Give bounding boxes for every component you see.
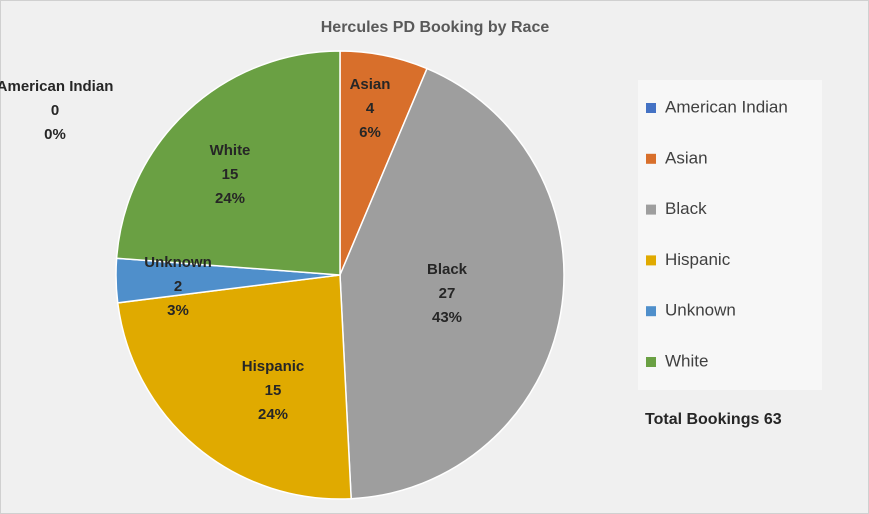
data-label-percent: 24% bbox=[258, 406, 288, 423]
data-label-name: Unknown bbox=[144, 254, 212, 271]
chart-title: Hercules PD Booking by Race bbox=[321, 19, 550, 36]
legend-swatch bbox=[646, 357, 656, 367]
pie-slice bbox=[115, 50, 341, 276]
data-label-value: 27 bbox=[439, 285, 456, 302]
data-label-percent: 24% bbox=[215, 190, 245, 207]
legend-label: Hispanic bbox=[665, 250, 731, 269]
data-label-value: 15 bbox=[265, 382, 282, 399]
data-label-name: Hispanic bbox=[242, 358, 305, 375]
legend-label: Asian bbox=[665, 148, 708, 167]
data-label-name: Black bbox=[427, 261, 468, 278]
pie-slice bbox=[116, 274, 352, 500]
legend-swatch bbox=[646, 306, 656, 317]
data-label-name: Asian bbox=[350, 76, 391, 93]
pie-slice bbox=[339, 67, 565, 500]
data-label-percent: 43% bbox=[432, 309, 462, 326]
data-label-name: White bbox=[210, 142, 251, 159]
data-label-percent: 0% bbox=[44, 126, 66, 143]
legend-label: Unknown bbox=[665, 301, 736, 320]
annotation: Total Bookings 63 bbox=[645, 411, 782, 428]
legend-swatch bbox=[646, 255, 656, 266]
legend-label: White bbox=[665, 351, 708, 370]
legend-label: American Indian bbox=[665, 97, 788, 116]
data-label-name: American Indian bbox=[0, 78, 113, 95]
legend-swatch bbox=[646, 103, 656, 113]
data-label-percent: 3% bbox=[167, 302, 189, 319]
legend-swatch bbox=[646, 153, 656, 164]
data-label-value: 0 bbox=[51, 102, 59, 119]
data-label-value: 4 bbox=[366, 100, 375, 117]
legend-label: Black bbox=[665, 199, 707, 218]
legend-swatch bbox=[646, 204, 656, 215]
data-label-value: 15 bbox=[222, 166, 239, 183]
data-label-percent: 6% bbox=[359, 124, 381, 141]
legend-box bbox=[638, 80, 822, 390]
data-label-value: 2 bbox=[174, 278, 182, 295]
